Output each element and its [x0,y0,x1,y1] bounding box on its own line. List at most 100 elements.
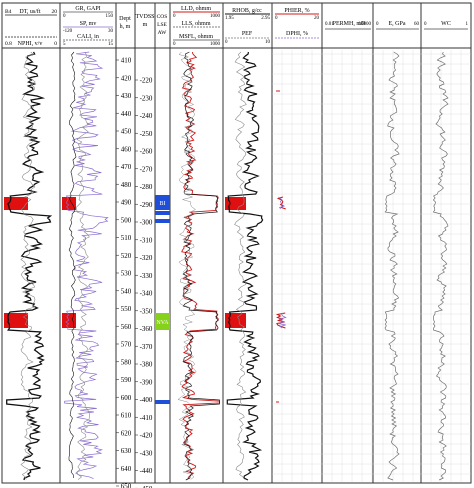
depth-tick-label: 650 [121,483,132,488]
col-label2: LSE [157,22,167,28]
track9-row0-name: E, GPa [389,21,406,27]
track7-row2-name: DPHI, % [286,31,308,37]
dphi-curve [278,312,287,329]
msfl-curve [177,51,197,480]
zone-block [155,313,170,330]
track2-row1-right: 30 [108,29,114,34]
zone-block [155,211,170,215]
track10-header: 0 WC 1 [424,21,469,30]
tvd-tick-label: -280 [140,183,153,191]
track10-row0-right: 1 [466,22,469,27]
track7-header: PHIER, % 0 20 DPHI, % [275,8,320,39]
depth-tick-label: 540 [121,287,132,295]
depth-tick-label: 620 [121,429,132,437]
track2-row2-left: 5 [63,42,66,47]
tvd-tick-label: -300 [140,219,153,227]
track6-row0-left: 1.95 [225,16,234,21]
depth-tick-label: 510 [121,234,132,242]
tvd-tick-label: -450 [140,485,153,488]
track1-header: B4 DT, us/ft 20 0.8 NPHI, v/v 0 [5,8,57,47]
track8-row0-right: 10000 [359,22,372,27]
track8-header: 0.01 PERMH, mD 10000 [325,21,372,30]
tvd-label1: TVDSS [135,14,154,20]
depth-tick-label: 440 [121,110,132,118]
track8-row0-left: 0.01 [325,22,334,27]
tvd-tick-label: -270 [140,165,153,173]
tvd-tick-label: -430 [140,449,153,457]
zone-label: NVA [156,320,169,326]
depth-tick-label: 430 [121,92,132,100]
lld-curve [181,51,220,479]
zone-column: BI NVA [155,195,170,404]
zone-block [155,219,170,223]
col-label1: COS [157,14,168,20]
track5-row0-name: LLD, ohmm [181,6,211,12]
tvd-tick-label: -370 [140,343,153,351]
track2-row0-right: 150 [106,14,114,19]
pay-fill [62,197,76,210]
log-grid [272,50,471,482]
tvd-tick-label: -350 [140,307,153,315]
nphi-curve [20,51,36,480]
lls-curve [182,51,220,481]
zone-block [155,195,170,210]
rhob-curve [226,51,264,481]
depth-tick-label: 450 [121,128,132,136]
cali-curve [68,51,77,478]
tvd-tick-label: -400 [140,396,153,404]
track5-row2-left: 0 [173,42,176,47]
col-label3: AW [158,30,168,36]
zone-block [155,400,170,404]
tvd-tick-label: -240 [140,112,153,120]
tvd-tick-label: -220 [140,77,153,85]
sp-curve [76,51,90,480]
pay-fill [225,197,246,210]
track5-row0-left: 0 [173,14,176,19]
depth-label1: Dept [119,16,131,22]
track6-row0-right: 2.95 [261,16,270,21]
e-curve [384,51,400,481]
depth-tick-label: 410 [121,57,132,65]
tvd-label2: m [143,22,148,28]
depth-ticks: 410 420 430 440 450 460 470 480 490 500 510 520 530 5… [116,57,153,488]
track1-row0-name: DT, us/ft [19,8,41,15]
track6-row2-right: 10 [265,40,271,45]
track5-row2-name: MSFL, ohmm [179,34,213,40]
tvd-tick-label: -330 [140,272,153,280]
pay-fill [62,313,76,328]
zone-label: BI [160,201,166,207]
track10-row0-left: 0 [424,22,427,27]
tvd-tick-label: -250 [140,130,153,138]
track8-row0-name: PERMH, mD [333,21,366,27]
track6-row0-name: RHOB, g/cc [232,8,262,14]
tvd-tick-label: -230 [140,94,153,102]
track5-row0-right: 1000 [210,14,221,19]
phier-curve [275,312,286,329]
track5-row2-right: 1000 [210,42,221,47]
track2-row2-name: CALI, in [77,34,99,40]
track1-row2-left: 0.8 [5,41,12,47]
track6-header: RHOB, g/cc 1.95 2.95 PEF 0 10 [225,8,271,45]
depth-tick-label: 600 [121,394,132,402]
track6-row2-left: 0 [225,40,228,45]
depth-tick-label: 490 [121,199,132,207]
depth-tick-label: 520 [121,252,132,260]
depth-tick-label: 590 [121,376,132,384]
tvd-tick-label: -410 [140,414,153,422]
track1-row0-right: 20 [52,9,58,15]
track7-row0-right: 20 [314,16,320,21]
tvd-tick-label: -380 [140,361,153,369]
track2-row2-right: 15 [108,42,114,47]
tvd-tick-label: -390 [140,378,153,386]
track1-row2-name: NPHI, v/v [18,41,43,47]
pay-fill [225,313,246,328]
depth-tick-label: 570 [121,341,132,349]
track2-row0-name: GR, GAPI [75,6,100,12]
track1-row0-left: B4 [5,9,12,15]
depth-tick-label: 550 [121,305,132,313]
pef-curve [234,51,247,480]
depth-tick-label: 630 [121,447,132,455]
gr-curve [64,51,109,479]
tvd-tick-label: -320 [140,254,153,262]
